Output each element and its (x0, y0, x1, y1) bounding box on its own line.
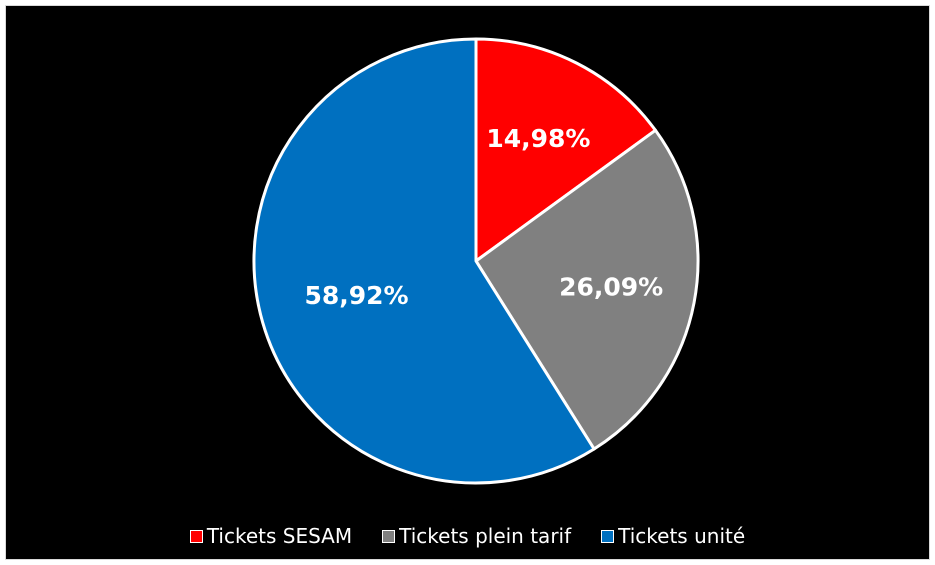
chart-area: 14,98% 26,09% 58,92% Tickets SESAM Tickets… (5, 5, 930, 560)
legend-label-unite: Tickets unité (618, 524, 746, 548)
legend-swatch-unite (601, 529, 615, 543)
legend-label-plein-tarif: Tickets plein tarif (399, 524, 572, 548)
slice-plein-tarif (474, 128, 700, 451)
data-label-unite: 58,92% (304, 281, 408, 310)
legend: Tickets SESAM Tickets plein tarif Ticket… (6, 524, 929, 548)
legend-item-unite: Tickets unité (601, 524, 745, 548)
legend-label-sesam: Tickets SESAM (206, 524, 353, 548)
slice-sesam (474, 37, 657, 263)
data-label-plein-tarif: 26,09% (559, 273, 663, 302)
slice-unite (252, 37, 596, 485)
legend-swatch-plein-tarif (382, 529, 396, 543)
data-label-sesam: 14,98% (486, 124, 590, 153)
legend-swatch-sesam (189, 529, 203, 543)
pie-chart: 14,98% 26,09% 58,92% (252, 37, 700, 485)
legend-item-sesam: Tickets SESAM (189, 524, 353, 548)
legend-item-plein-tarif: Tickets plein tarif (382, 524, 571, 548)
